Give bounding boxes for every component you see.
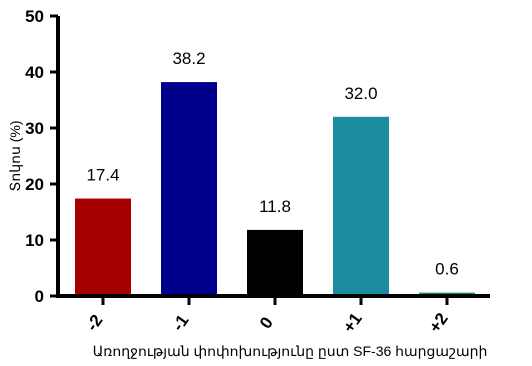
y-tick-label: 20 — [25, 175, 44, 194]
data-label: 32.0 — [344, 84, 377, 103]
bar-0 — [247, 229, 303, 296]
x-tick-label: -1 — [168, 311, 192, 334]
x-tick-label: +2 — [425, 309, 452, 336]
data-label: 38.2 — [172, 49, 205, 68]
data-labels: 17.4 38.2 11.8 32.0 0.6 — [86, 49, 458, 279]
bar--1 — [161, 82, 217, 296]
data-label: 11.8 — [259, 197, 291, 216]
y-axis-ticks: 0 10 20 30 40 50 — [25, 7, 58, 306]
y-tick-label: 40 — [25, 63, 44, 82]
y-tick-label: 30 — [25, 119, 44, 138]
x-tick-label: 0 — [256, 314, 277, 333]
x-axis-ticks: -2 -1 0 +1 +2 — [82, 298, 452, 336]
y-tick-label: 10 — [25, 231, 44, 250]
y-tick-label: 50 — [25, 7, 44, 26]
bar--2 — [75, 198, 131, 296]
bar-+1 — [333, 116, 389, 296]
x-tick-label: +1 — [339, 309, 366, 336]
x-axis-title: Առողջության փոփոխությունը ըստ SF-36 հարց… — [93, 343, 488, 359]
data-label: 17.4 — [86, 166, 119, 185]
y-tick-label: 0 — [35, 287, 44, 306]
y-axis-title: Տոկոս (%) — [7, 120, 23, 191]
data-label: 0.6 — [435, 260, 459, 279]
x-tick-label: -2 — [82, 311, 106, 334]
bars — [75, 82, 475, 296]
